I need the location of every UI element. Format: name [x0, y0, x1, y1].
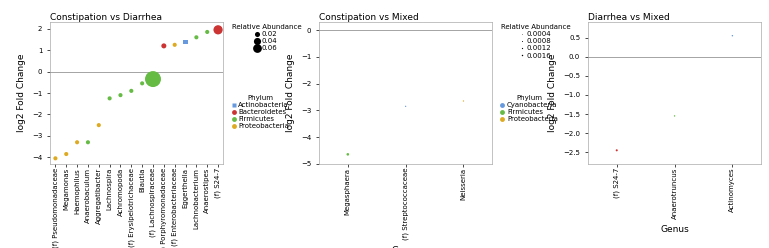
Point [125, 89, 138, 93]
Point [668, 114, 681, 118]
Point [190, 35, 202, 39]
Legend: Actinobacteria, Bacteroidetes, Firmicutes, Proteobacteria: Actinobacteria, Bacteroidetes, Firmicute… [231, 94, 291, 131]
Point [611, 148, 623, 152]
Point [168, 43, 181, 47]
Point [92, 123, 105, 127]
Text: Constipation vs Mixed: Constipation vs Mixed [319, 13, 418, 22]
Point [82, 140, 94, 144]
Point [341, 152, 354, 156]
Point [400, 104, 412, 108]
Point [158, 44, 170, 48]
Point [201, 30, 213, 34]
Point [104, 96, 116, 100]
Point [115, 93, 127, 97]
Y-axis label: log2 Fold Change: log2 Fold Change [548, 54, 558, 132]
Point [49, 156, 62, 160]
Point [71, 140, 83, 144]
Point [60, 152, 72, 156]
Text: Constipation vs Diarrhea: Constipation vs Diarrhea [50, 13, 162, 22]
Legend: Cyanobacteria, Firmicutes, Proteobacteria: Cyanobacteria, Firmicutes, Proteobacteri… [499, 94, 559, 124]
X-axis label: Genus: Genus [391, 246, 420, 248]
Point [458, 99, 470, 103]
X-axis label: Genus: Genus [661, 225, 689, 234]
Y-axis label: log2 Fold Change: log2 Fold Change [286, 54, 295, 132]
Y-axis label: log2 Fold Change: log2 Fold Change [18, 54, 26, 132]
Point [179, 40, 191, 44]
Point [212, 28, 225, 32]
Point [136, 81, 148, 85]
Text: Diarrhea vs Mixed: Diarrhea vs Mixed [588, 13, 670, 22]
Point [726, 34, 738, 38]
Point [147, 77, 159, 81]
